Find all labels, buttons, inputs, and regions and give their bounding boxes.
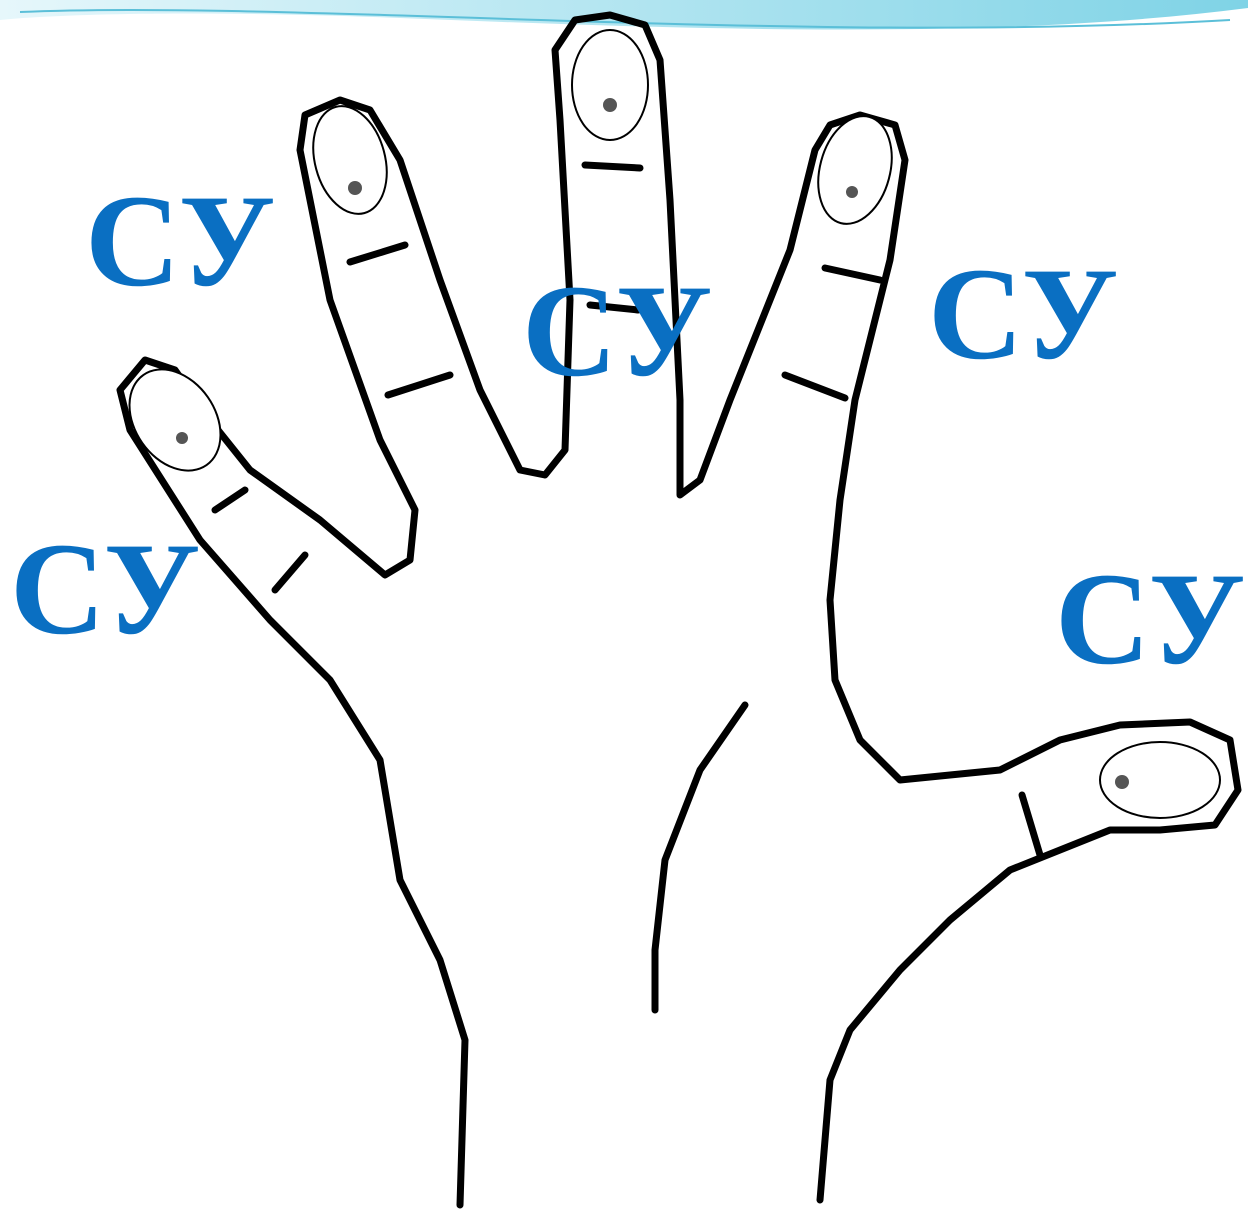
bunny-icon — [1115, 775, 1129, 789]
syllable-label: СУ — [10, 515, 200, 662]
nail — [572, 30, 648, 140]
syllable-label: СУ — [928, 240, 1118, 387]
syllable-label: СУ — [85, 167, 275, 314]
bunny-icon — [603, 98, 617, 112]
syllable-label: СУ — [522, 257, 712, 404]
syllable-label: СУ — [1055, 545, 1245, 692]
bunny-icon — [846, 186, 858, 198]
bunny-icon — [348, 181, 362, 195]
bunny-icon — [176, 432, 188, 444]
slide: СУ СУ СУ СУ СУ — [0, 0, 1248, 1214]
